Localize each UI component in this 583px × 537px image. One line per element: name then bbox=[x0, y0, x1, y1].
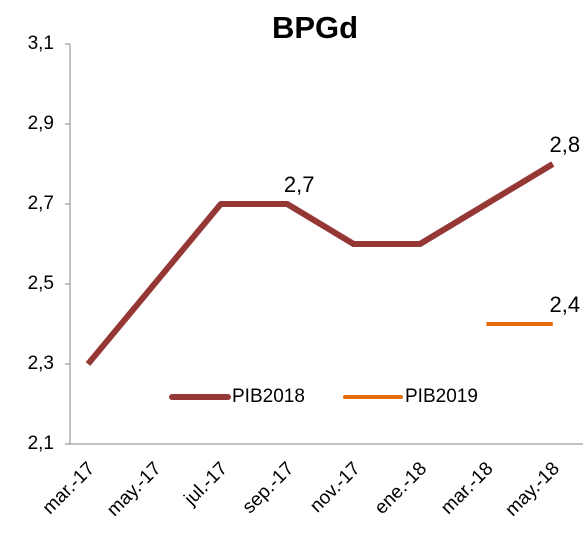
x-tick-label: mar.-17 bbox=[39, 458, 99, 518]
y-tick-label: 2,1 bbox=[28, 433, 54, 454]
legend-label: PIB2018 bbox=[232, 386, 305, 407]
y-tick-label: 2,9 bbox=[28, 113, 54, 134]
x-tick-label: nov.-17 bbox=[306, 458, 365, 517]
x-tick-label: mar.-18 bbox=[437, 458, 497, 518]
y-tick-label: 3,1 bbox=[28, 33, 54, 54]
y-tick-label: 2,3 bbox=[28, 353, 54, 374]
x-tick-label: may.-17 bbox=[103, 458, 165, 520]
y-tick-label: 2,7 bbox=[28, 193, 54, 214]
x-tick-label: ene.-18 bbox=[371, 458, 431, 518]
series-line bbox=[85, 161, 555, 366]
legend-label: PIB2019 bbox=[405, 386, 478, 407]
data-label: 2,4 bbox=[550, 292, 581, 317]
x-tick-label: may.-18 bbox=[501, 458, 563, 520]
chart-title: BPGd bbox=[272, 10, 358, 45]
x-tick-label: sep.-17 bbox=[239, 458, 299, 518]
x-tick-label: jul.-17 bbox=[180, 458, 232, 510]
y-tick-label: 2,5 bbox=[28, 273, 54, 294]
data-label: 2,8 bbox=[550, 132, 581, 157]
data-label: 2,7 bbox=[284, 172, 315, 197]
